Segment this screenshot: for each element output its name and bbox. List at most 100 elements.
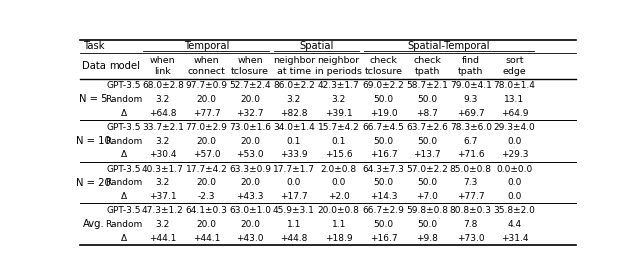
- Text: 1.1: 1.1: [332, 220, 346, 229]
- Text: 1.1: 1.1: [287, 220, 301, 229]
- Text: +73.0: +73.0: [457, 234, 484, 242]
- Text: 20.0: 20.0: [240, 95, 260, 104]
- Text: +30.4: +30.4: [149, 150, 177, 159]
- Text: 78.3±6.0: 78.3±6.0: [450, 123, 492, 132]
- Text: 50.0: 50.0: [417, 220, 437, 229]
- Text: GPT-3.5: GPT-3.5: [107, 123, 141, 132]
- Text: N = 5: N = 5: [79, 94, 108, 104]
- Text: 50.0: 50.0: [417, 178, 437, 187]
- Text: 79.0±4.1: 79.0±4.1: [450, 81, 492, 90]
- Text: +44.1: +44.1: [193, 234, 220, 242]
- Text: 52.7±2.4: 52.7±2.4: [229, 81, 271, 90]
- Text: 47.3±1.2: 47.3±1.2: [142, 206, 184, 215]
- Text: 77.0±2.9: 77.0±2.9: [186, 123, 227, 132]
- Text: 50.0: 50.0: [417, 137, 437, 146]
- Text: 20.0: 20.0: [196, 137, 216, 146]
- Text: 64.1±0.3: 64.1±0.3: [186, 206, 227, 215]
- Text: 20.0: 20.0: [240, 137, 260, 146]
- Text: neighbor
at time: neighbor at time: [273, 56, 315, 76]
- Text: 20.0±0.8: 20.0±0.8: [317, 206, 360, 215]
- Text: +77.7: +77.7: [457, 192, 484, 201]
- Text: 69.0±2.2: 69.0±2.2: [363, 81, 404, 90]
- Text: 97.7±0.9: 97.7±0.9: [186, 81, 227, 90]
- Text: 20.0: 20.0: [196, 178, 216, 187]
- Text: 0.0: 0.0: [287, 178, 301, 187]
- Text: 50.0: 50.0: [374, 95, 394, 104]
- Text: +33.9: +33.9: [280, 150, 308, 159]
- Text: 3.2: 3.2: [287, 95, 301, 104]
- Text: 59.8±0.8: 59.8±0.8: [406, 206, 448, 215]
- Text: 85.0±0.8: 85.0±0.8: [450, 165, 492, 174]
- Text: 80.8±0.3: 80.8±0.3: [450, 206, 492, 215]
- Text: GPT-3.5: GPT-3.5: [107, 165, 141, 174]
- Text: +13.7: +13.7: [413, 150, 441, 159]
- Text: Random: Random: [106, 220, 143, 229]
- Text: 3.2: 3.2: [156, 95, 170, 104]
- Text: check
tclosure: check tclosure: [365, 56, 403, 76]
- Text: 20.0: 20.0: [196, 220, 216, 229]
- Text: 58.7±2.1: 58.7±2.1: [406, 81, 448, 90]
- Text: +29.3: +29.3: [500, 150, 528, 159]
- Text: 57.0±2.2: 57.0±2.2: [406, 165, 448, 174]
- Text: 4.4: 4.4: [508, 220, 522, 229]
- Text: 50.0: 50.0: [374, 220, 394, 229]
- Text: when
connect: when connect: [188, 56, 225, 76]
- Text: sort
edge: sort edge: [502, 56, 526, 76]
- Text: 0.0: 0.0: [332, 178, 346, 187]
- Text: Spatial: Spatial: [300, 41, 334, 52]
- Text: +16.7: +16.7: [370, 234, 397, 242]
- Text: Δ: Δ: [121, 150, 127, 159]
- Text: 0.1: 0.1: [332, 137, 346, 146]
- Text: +44.8: +44.8: [280, 234, 307, 242]
- Text: +57.0: +57.0: [193, 150, 220, 159]
- Text: Δ: Δ: [121, 192, 127, 201]
- Text: +8.7: +8.7: [416, 109, 438, 118]
- Text: 63.0±1.0: 63.0±1.0: [229, 206, 271, 215]
- Text: check
tpath: check tpath: [413, 56, 441, 76]
- Text: 50.0: 50.0: [374, 137, 394, 146]
- Text: +17.7: +17.7: [280, 192, 308, 201]
- Text: +19.0: +19.0: [370, 109, 397, 118]
- Text: Task: Task: [83, 41, 104, 52]
- Text: 0.0: 0.0: [508, 137, 522, 146]
- Text: +64.9: +64.9: [500, 109, 528, 118]
- Text: 34.0±1.4: 34.0±1.4: [273, 123, 315, 132]
- Text: +77.7: +77.7: [193, 109, 220, 118]
- Text: when
tclosure: when tclosure: [231, 56, 269, 76]
- Text: +18.9: +18.9: [325, 234, 353, 242]
- Text: 40.3±1.7: 40.3±1.7: [142, 165, 184, 174]
- Text: 9.3: 9.3: [463, 95, 478, 104]
- Text: Random: Random: [106, 178, 143, 187]
- Text: 78.0±1.4: 78.0±1.4: [493, 81, 536, 90]
- Text: +16.7: +16.7: [370, 150, 397, 159]
- Text: 86.0±2.2: 86.0±2.2: [273, 81, 315, 90]
- Text: 17.7±1.7: 17.7±1.7: [273, 165, 315, 174]
- Text: 17.7±4.2: 17.7±4.2: [186, 165, 227, 174]
- Text: 45.9±3.1: 45.9±3.1: [273, 206, 315, 215]
- Text: -2.3: -2.3: [198, 192, 215, 201]
- Text: +82.8: +82.8: [280, 109, 308, 118]
- Text: 50.0: 50.0: [374, 178, 394, 187]
- Text: 20.0: 20.0: [240, 178, 260, 187]
- Text: 0.1: 0.1: [287, 137, 301, 146]
- Text: Δ: Δ: [121, 234, 127, 242]
- Text: 50.0: 50.0: [417, 95, 437, 104]
- Text: 3.2: 3.2: [332, 95, 346, 104]
- Text: 35.8±2.0: 35.8±2.0: [493, 206, 536, 215]
- Text: 2.0±0.8: 2.0±0.8: [321, 165, 356, 174]
- Text: +7.0: +7.0: [416, 192, 438, 201]
- Text: 66.7±4.5: 66.7±4.5: [363, 123, 404, 132]
- Text: Temporal: Temporal: [184, 41, 229, 52]
- Text: +14.3: +14.3: [370, 192, 397, 201]
- Text: +44.1: +44.1: [149, 234, 177, 242]
- Text: N = 10: N = 10: [76, 136, 111, 146]
- Text: Random: Random: [106, 137, 143, 146]
- Text: +43.3: +43.3: [236, 192, 264, 201]
- Text: +71.6: +71.6: [457, 150, 484, 159]
- Text: +32.7: +32.7: [236, 109, 264, 118]
- Text: 3.2: 3.2: [156, 137, 170, 146]
- Text: +53.0: +53.0: [236, 150, 264, 159]
- Text: neighbor
in periods: neighbor in periods: [316, 56, 362, 76]
- Text: 20.0: 20.0: [196, 95, 216, 104]
- Text: 7.3: 7.3: [463, 178, 478, 187]
